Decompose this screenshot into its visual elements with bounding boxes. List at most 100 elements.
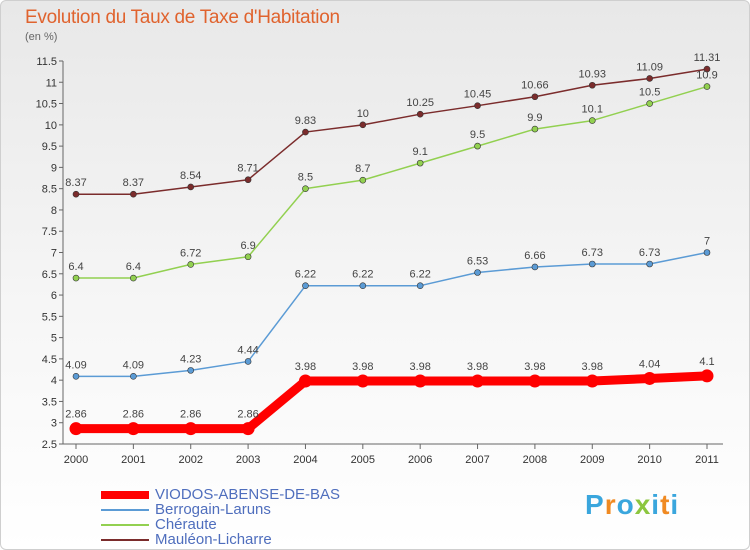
x-tick-label: 2008 [523,454,547,466]
legend-label: Chéraute [155,516,217,533]
data-label: 10.1 [582,104,603,116]
data-label: 3.98 [409,361,430,373]
data-label: 3.98 [295,361,316,373]
data-point [244,176,252,184]
data-point [416,282,424,289]
data-label: 6.73 [639,247,660,259]
data-point [130,274,137,282]
y-tick-label: 4 [51,375,57,387]
data-label: 10.9 [696,70,717,82]
legend: VIODOS-ABENSE-DE-BAS Berrogain-Laruns Chér… [101,487,340,547]
y-tick-label: 10 [45,120,57,132]
line-chart: 2.5 3 3.5 4 4.5 5 5.5 6 6.5 7 7.5 8 8.5 9 9.5 10 10.5 11 1… [36,52,723,466]
y-tick-label: 11 [46,77,57,89]
data-point [359,121,367,129]
x-tick-label: 2004 [293,454,317,466]
data-label: 11.09 [636,61,663,73]
data-label: 11.31 [694,52,721,64]
data-label: 4.44 [237,344,258,356]
data-point [585,374,599,388]
data-point [130,190,137,198]
proxiti-logo: Proxiti [585,489,679,521]
data-label: 6.4 [126,261,141,273]
data-label: 10 [357,108,369,120]
data-point [244,253,252,261]
y-tick-label: 3 [51,418,57,430]
legend-swatch [101,508,149,511]
data-label: 3.98 [582,361,603,373]
data-point [646,100,653,107]
data-label: 2.86 [237,409,258,421]
data-point [298,374,312,388]
logo-letter: t [660,489,671,520]
data-label: 4.09 [65,359,86,371]
data-point [643,371,657,385]
data-point [588,117,596,124]
x-tick-label: 2003 [236,454,260,466]
data-point [356,374,370,388]
y-tick-label: 9 [51,162,57,174]
data-point [69,422,83,436]
data-label: 6.9 [240,240,255,252]
data-point [528,374,542,388]
data-label: 4.23 [180,353,201,365]
y-tick-label: 8.5 [42,184,57,196]
data-point [646,75,653,82]
data-label: 7 [704,236,710,248]
data-label: 6.66 [524,250,545,262]
legend-swatch [101,490,149,499]
data-point [531,93,539,101]
data-point [416,159,424,167]
data-label: 10.45 [464,89,492,101]
y-tick-label: 11.5 [36,56,57,68]
data-point [72,190,80,198]
data-point [72,373,80,380]
legend-item: Mauléon-Licharre [101,532,340,547]
y-tick-label: 2.5 [42,439,57,451]
data-point [646,260,653,268]
logo-letter: i [670,489,680,520]
data-point [302,185,309,192]
data-label: 8.37 [65,177,86,189]
data-point [703,249,711,256]
data-label: 9.83 [295,115,316,127]
data-label: 3.98 [352,361,373,373]
data-point [187,261,195,268]
data-label: 6.72 [180,247,201,259]
x-tick-label: 2001 [121,454,145,466]
data-point [72,274,80,282]
data-point [187,367,195,374]
x-tick-label: 2005 [351,454,375,466]
data-label: 6.22 [409,269,430,281]
data-label: 2.86 [65,409,86,421]
y-tick-label: 4.5 [42,354,57,366]
series-line [75,68,708,195]
data-label: 6.4 [68,261,83,273]
x-tick-label: 2002 [178,454,202,466]
data-label: 9.1 [413,146,428,158]
data-label: 10.93 [579,68,607,80]
data-point [130,373,137,380]
data-label: 10.66 [521,80,549,92]
x-tick-label: 2011 [695,454,719,466]
data-point [244,358,252,365]
legend-item: Chéraute [101,517,340,532]
legend-item: Berrogain-Laruns [101,502,340,517]
data-label: 9.9 [527,112,542,124]
y-tick-label: 6 [51,290,57,302]
data-point [474,102,481,109]
x-tick-label: 2006 [408,454,432,466]
legend-item: VIODOS-ABENSE-DE-BAS [101,487,340,502]
data-point [474,269,481,276]
data-point [241,422,255,436]
series-line [71,371,712,434]
data-label: 8.37 [123,177,144,189]
y-tick-label: 7.5 [42,226,57,238]
data-label: 6.22 [352,269,373,281]
data-point [126,422,140,436]
data-point [700,369,714,383]
data-label: 9.5 [470,129,485,141]
logo-letter: x [634,489,652,520]
data-point [471,374,485,388]
y-tick-label: 5 [51,333,57,345]
